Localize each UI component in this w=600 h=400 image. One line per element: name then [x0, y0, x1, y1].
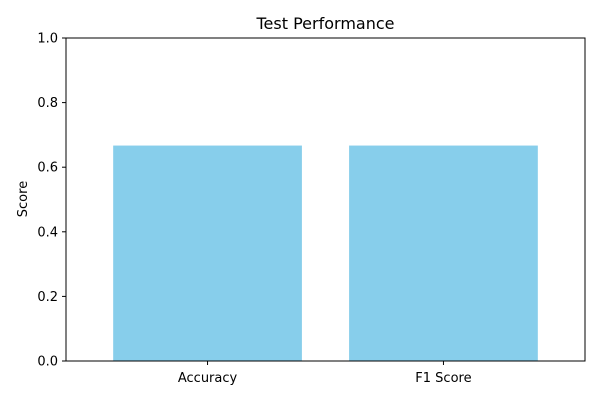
x-tick-label: Accuracy — [178, 371, 238, 386]
x-tick-label: F1 Score — [415, 371, 471, 386]
bar-accuracy — [113, 145, 302, 361]
y-axis-label: Score — [16, 181, 31, 217]
y-tick-label: 1.0 — [37, 32, 58, 47]
chart-title: Test Performance — [256, 14, 395, 33]
y-tick-label: 0.4 — [37, 225, 58, 240]
y-tick-label: 0.6 — [37, 161, 58, 176]
bar-f1-score — [349, 145, 538, 361]
plot-frame — [65, 37, 586, 362]
y-tick-label: 0.8 — [37, 96, 58, 111]
x-ticks-group: Accuracy F1 Score — [178, 361, 472, 386]
y-tick-label: 0.0 — [37, 355, 58, 370]
y-tick-label: 0.2 — [37, 290, 58, 305]
y-ticks-group: 0.0 0.2 0.4 0.6 0.8 1.0 — [37, 32, 66, 370]
bars-group — [113, 145, 538, 361]
